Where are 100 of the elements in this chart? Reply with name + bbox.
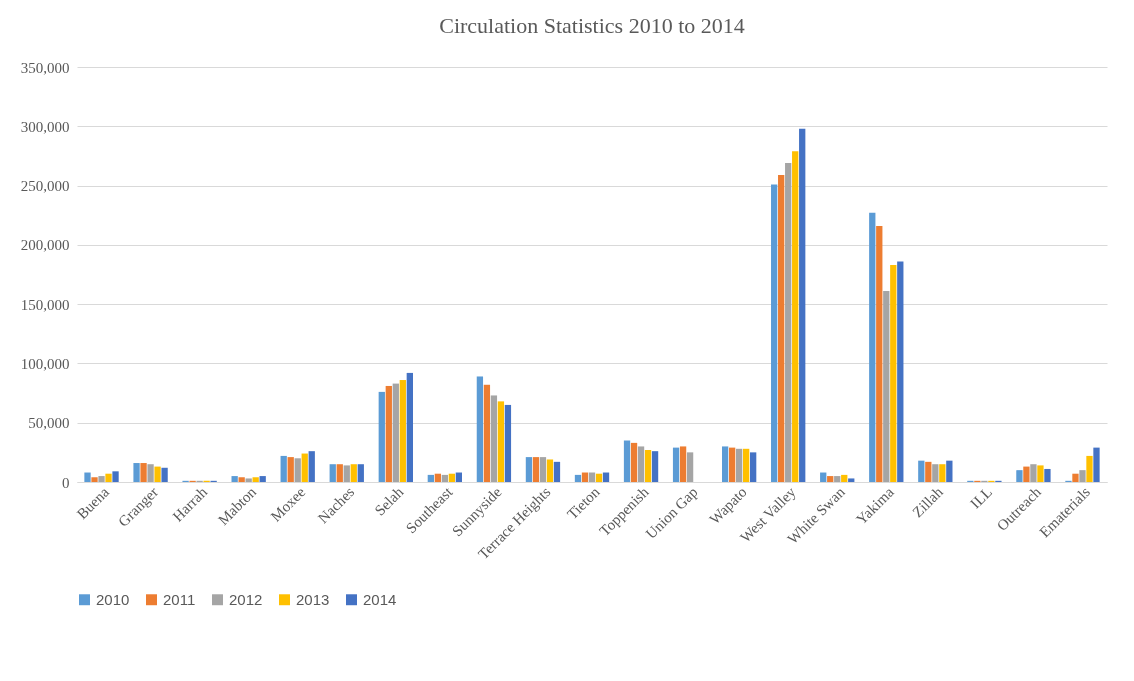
bar [869, 212, 876, 482]
y-tick-label: 350,000 [20, 59, 70, 76]
bar [259, 476, 266, 482]
y-tick-label: 250,000 [20, 178, 70, 195]
bar [133, 463, 140, 482]
bar [778, 174, 785, 482]
chart-title: Circulation Statistics 2010 to 2014 [439, 13, 745, 38]
bar [1037, 465, 1044, 482]
bar [448, 473, 456, 482]
bar [750, 452, 757, 482]
bar [1079, 470, 1086, 482]
bar [308, 451, 315, 482]
bar [848, 478, 855, 482]
bar [329, 464, 336, 482]
bar [799, 128, 806, 482]
bar [771, 184, 778, 482]
bar [154, 466, 161, 482]
bar [925, 461, 932, 482]
bar [287, 457, 294, 482]
bar [427, 474, 434, 482]
bar [827, 476, 834, 482]
bar [1016, 470, 1023, 482]
y-tick-label: 150,000 [20, 296, 70, 313]
bar [532, 457, 540, 482]
bar [841, 474, 848, 482]
bar [490, 395, 498, 482]
bar [743, 448, 750, 482]
bar [399, 380, 406, 482]
bar [434, 473, 441, 482]
bar [504, 404, 512, 482]
bar [441, 474, 449, 482]
bar [1030, 464, 1037, 482]
bar [497, 401, 505, 482]
legend-label: 2014 [363, 590, 397, 608]
bar [686, 452, 694, 482]
bar [336, 464, 343, 482]
bar [1044, 468, 1051, 482]
bar [1023, 466, 1030, 482]
y-tick-label: 0 [62, 474, 70, 491]
bar [280, 455, 287, 482]
bar [252, 477, 259, 482]
bar [357, 464, 364, 482]
bar [525, 457, 533, 482]
bar [455, 472, 463, 482]
bar [588, 472, 596, 482]
bar [602, 472, 610, 482]
bar [553, 461, 561, 482]
bar [651, 451, 659, 482]
legend-label: 2013 [296, 590, 330, 608]
bar [932, 464, 939, 482]
bar [897, 261, 904, 482]
bar [483, 384, 491, 482]
bar [679, 446, 687, 482]
bar [406, 372, 413, 482]
bar [735, 448, 743, 482]
bar [946, 460, 953, 482]
bar [834, 476, 841, 482]
bar [161, 467, 168, 482]
bar [595, 473, 603, 482]
bar [140, 463, 147, 482]
bar [1072, 473, 1079, 482]
bar [301, 453, 308, 482]
bar [883, 291, 890, 482]
bar [939, 464, 946, 482]
bar [385, 385, 392, 482]
bar [890, 265, 897, 482]
bar [98, 476, 105, 482]
legend-label: 2011 [163, 590, 196, 608]
bar [105, 473, 112, 482]
bar [574, 474, 582, 482]
bar [343, 465, 350, 482]
bar [112, 471, 119, 482]
bar [672, 447, 680, 482]
bar [623, 440, 631, 482]
bar [476, 376, 484, 482]
bar [392, 383, 399, 482]
bar [581, 472, 589, 482]
bar [245, 478, 252, 482]
bar [630, 442, 638, 482]
bar [728, 447, 736, 482]
y-tick-label: 300,000 [20, 118, 70, 135]
bar [1093, 447, 1100, 482]
bar [147, 464, 154, 482]
bar [876, 225, 883, 482]
bar [546, 459, 554, 482]
bar [350, 464, 357, 482]
bar [378, 391, 385, 482]
legend-label: 2010 [96, 590, 130, 608]
bar [644, 449, 652, 482]
bar [231, 476, 238, 482]
bar [918, 460, 925, 482]
x-tick-label: ILL [967, 483, 995, 512]
y-tick-label: 100,000 [20, 355, 70, 372]
bar [84, 472, 91, 482]
bar [637, 446, 645, 482]
bar [721, 446, 729, 482]
bar [238, 477, 245, 482]
legend-label: 2012 [229, 590, 263, 608]
bar [785, 163, 792, 482]
bar [294, 458, 301, 482]
